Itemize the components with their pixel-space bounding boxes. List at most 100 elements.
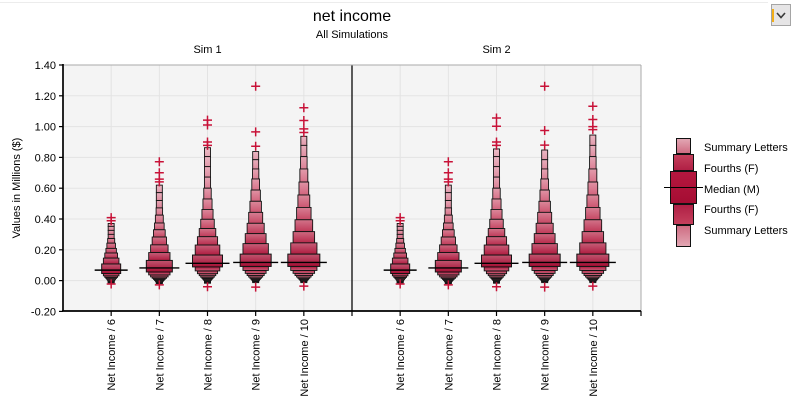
outlier-marker — [203, 137, 212, 147]
fourths-box — [192, 254, 223, 268]
outlier-marker — [492, 282, 501, 292]
letter-value-box — [242, 265, 269, 271]
outlier-marker — [106, 213, 116, 223]
outlier-marker — [540, 140, 550, 150]
letter-value-box — [483, 266, 510, 272]
window-top-divider — [0, 2, 768, 3]
letter-value-box — [490, 209, 503, 220]
letter-value-box — [541, 159, 549, 170]
outlier-marker — [251, 127, 261, 137]
letter-value-box — [493, 148, 500, 158]
legend-summary-letters-box-bottom — [675, 225, 691, 247]
y-tick-label: 0.40 — [35, 214, 56, 226]
outlier-marker — [540, 81, 550, 91]
distribution-1-3 — [185, 115, 230, 292]
letter-value-box — [537, 211, 553, 224]
outlier-marker — [154, 157, 164, 167]
panel-title-sim2: Sim 2 — [482, 44, 511, 56]
letter-value-box — [290, 265, 318, 271]
letter-value-box — [396, 225, 404, 231]
letter-value-box — [201, 209, 214, 220]
outlier-marker — [540, 125, 550, 135]
outlier-marker — [492, 137, 501, 147]
legend-summary-letters-box-top — [675, 138, 691, 154]
letter-value-box — [395, 242, 405, 249]
legend-label-fourths-upper: Fourths (F) — [704, 163, 759, 175]
category-label: Net Income / 6 — [106, 319, 118, 391]
outlier-marker — [251, 141, 261, 151]
outlier-marker — [251, 282, 261, 292]
outlier-marker — [299, 281, 309, 291]
letter-value-box — [444, 192, 452, 201]
letter-value-box — [493, 166, 500, 178]
panel-title-sim1: Sim 1 — [193, 44, 222, 56]
letter-value-box — [194, 266, 221, 272]
letter-value-box — [296, 206, 312, 221]
letter-value-box — [196, 236, 219, 246]
letter-value-box — [107, 233, 115, 240]
fourths-box — [481, 254, 512, 268]
legend-label-summary-letters-lower: Summary Letters — [704, 225, 788, 237]
letter-value-box — [493, 156, 500, 168]
outlier-marker — [443, 168, 453, 178]
letter-value-box — [581, 231, 605, 244]
letter-value-box — [533, 233, 556, 245]
distribution-2-5 — [569, 101, 616, 291]
letter-value-box — [443, 214, 453, 224]
letter-value-box — [589, 134, 597, 146]
letter-value-box — [589, 144, 597, 158]
letter-value-box — [541, 149, 549, 161]
category-label: Net Income / 7 — [443, 319, 455, 391]
chevron-down-icon — [776, 11, 786, 19]
outlier-marker — [106, 279, 116, 289]
letter-value-box — [251, 178, 260, 191]
letter-value-box — [585, 206, 601, 221]
dropdown-accent-mark — [772, 9, 774, 22]
y-tick-label: 0.20 — [35, 245, 56, 257]
letter-value-box — [203, 176, 212, 189]
letter-value-box — [252, 151, 260, 161]
letter-value-box — [587, 181, 599, 196]
letter-value-box — [396, 229, 404, 235]
legend-median-box — [663, 171, 703, 204]
y-tick-label: -0.20 — [31, 306, 56, 318]
letter-value-box — [107, 229, 115, 235]
letter-value-box — [531, 265, 558, 271]
fourths-box — [434, 259, 462, 273]
letter-value-box — [586, 194, 600, 208]
fourths-box — [528, 253, 561, 267]
letter-value-box — [391, 257, 409, 265]
letter-value-box — [204, 156, 211, 168]
outlier-marker — [540, 282, 550, 292]
distribution-1-4 — [233, 81, 279, 292]
letter-value-box — [200, 218, 215, 229]
letter-value-box — [579, 265, 607, 271]
outlier-marker — [443, 157, 453, 167]
letter-value-box — [107, 225, 115, 231]
letter-value-box — [155, 200, 163, 209]
letter-value-box — [299, 168, 309, 183]
letter-value-box — [104, 252, 119, 259]
fourths-box — [576, 253, 610, 267]
letter-value-box — [203, 187, 212, 200]
chart-subtitle: All Simulations — [315, 29, 389, 41]
letter-value-box — [487, 228, 506, 238]
letter-value-box — [589, 156, 597, 170]
outlier-marker — [203, 282, 212, 292]
letter-value-box — [249, 200, 262, 213]
letter-value-box — [198, 228, 217, 238]
letter-value-box — [491, 198, 502, 210]
letter-value-box — [440, 236, 456, 246]
letter-value-box — [300, 156, 308, 170]
chart-options-dropdown-button[interactable] — [771, 4, 791, 26]
fourths-box — [101, 263, 122, 275]
y-tick-label: 1.00 — [35, 122, 56, 134]
letter-value-box — [153, 229, 166, 238]
letter-value-box — [437, 252, 460, 261]
letter-value-box — [102, 257, 120, 265]
letter-value-box — [290, 242, 318, 255]
y-tick-label: 0.60 — [35, 183, 56, 195]
letter-value-box — [396, 233, 404, 240]
distribution-2-4 — [522, 81, 568, 292]
